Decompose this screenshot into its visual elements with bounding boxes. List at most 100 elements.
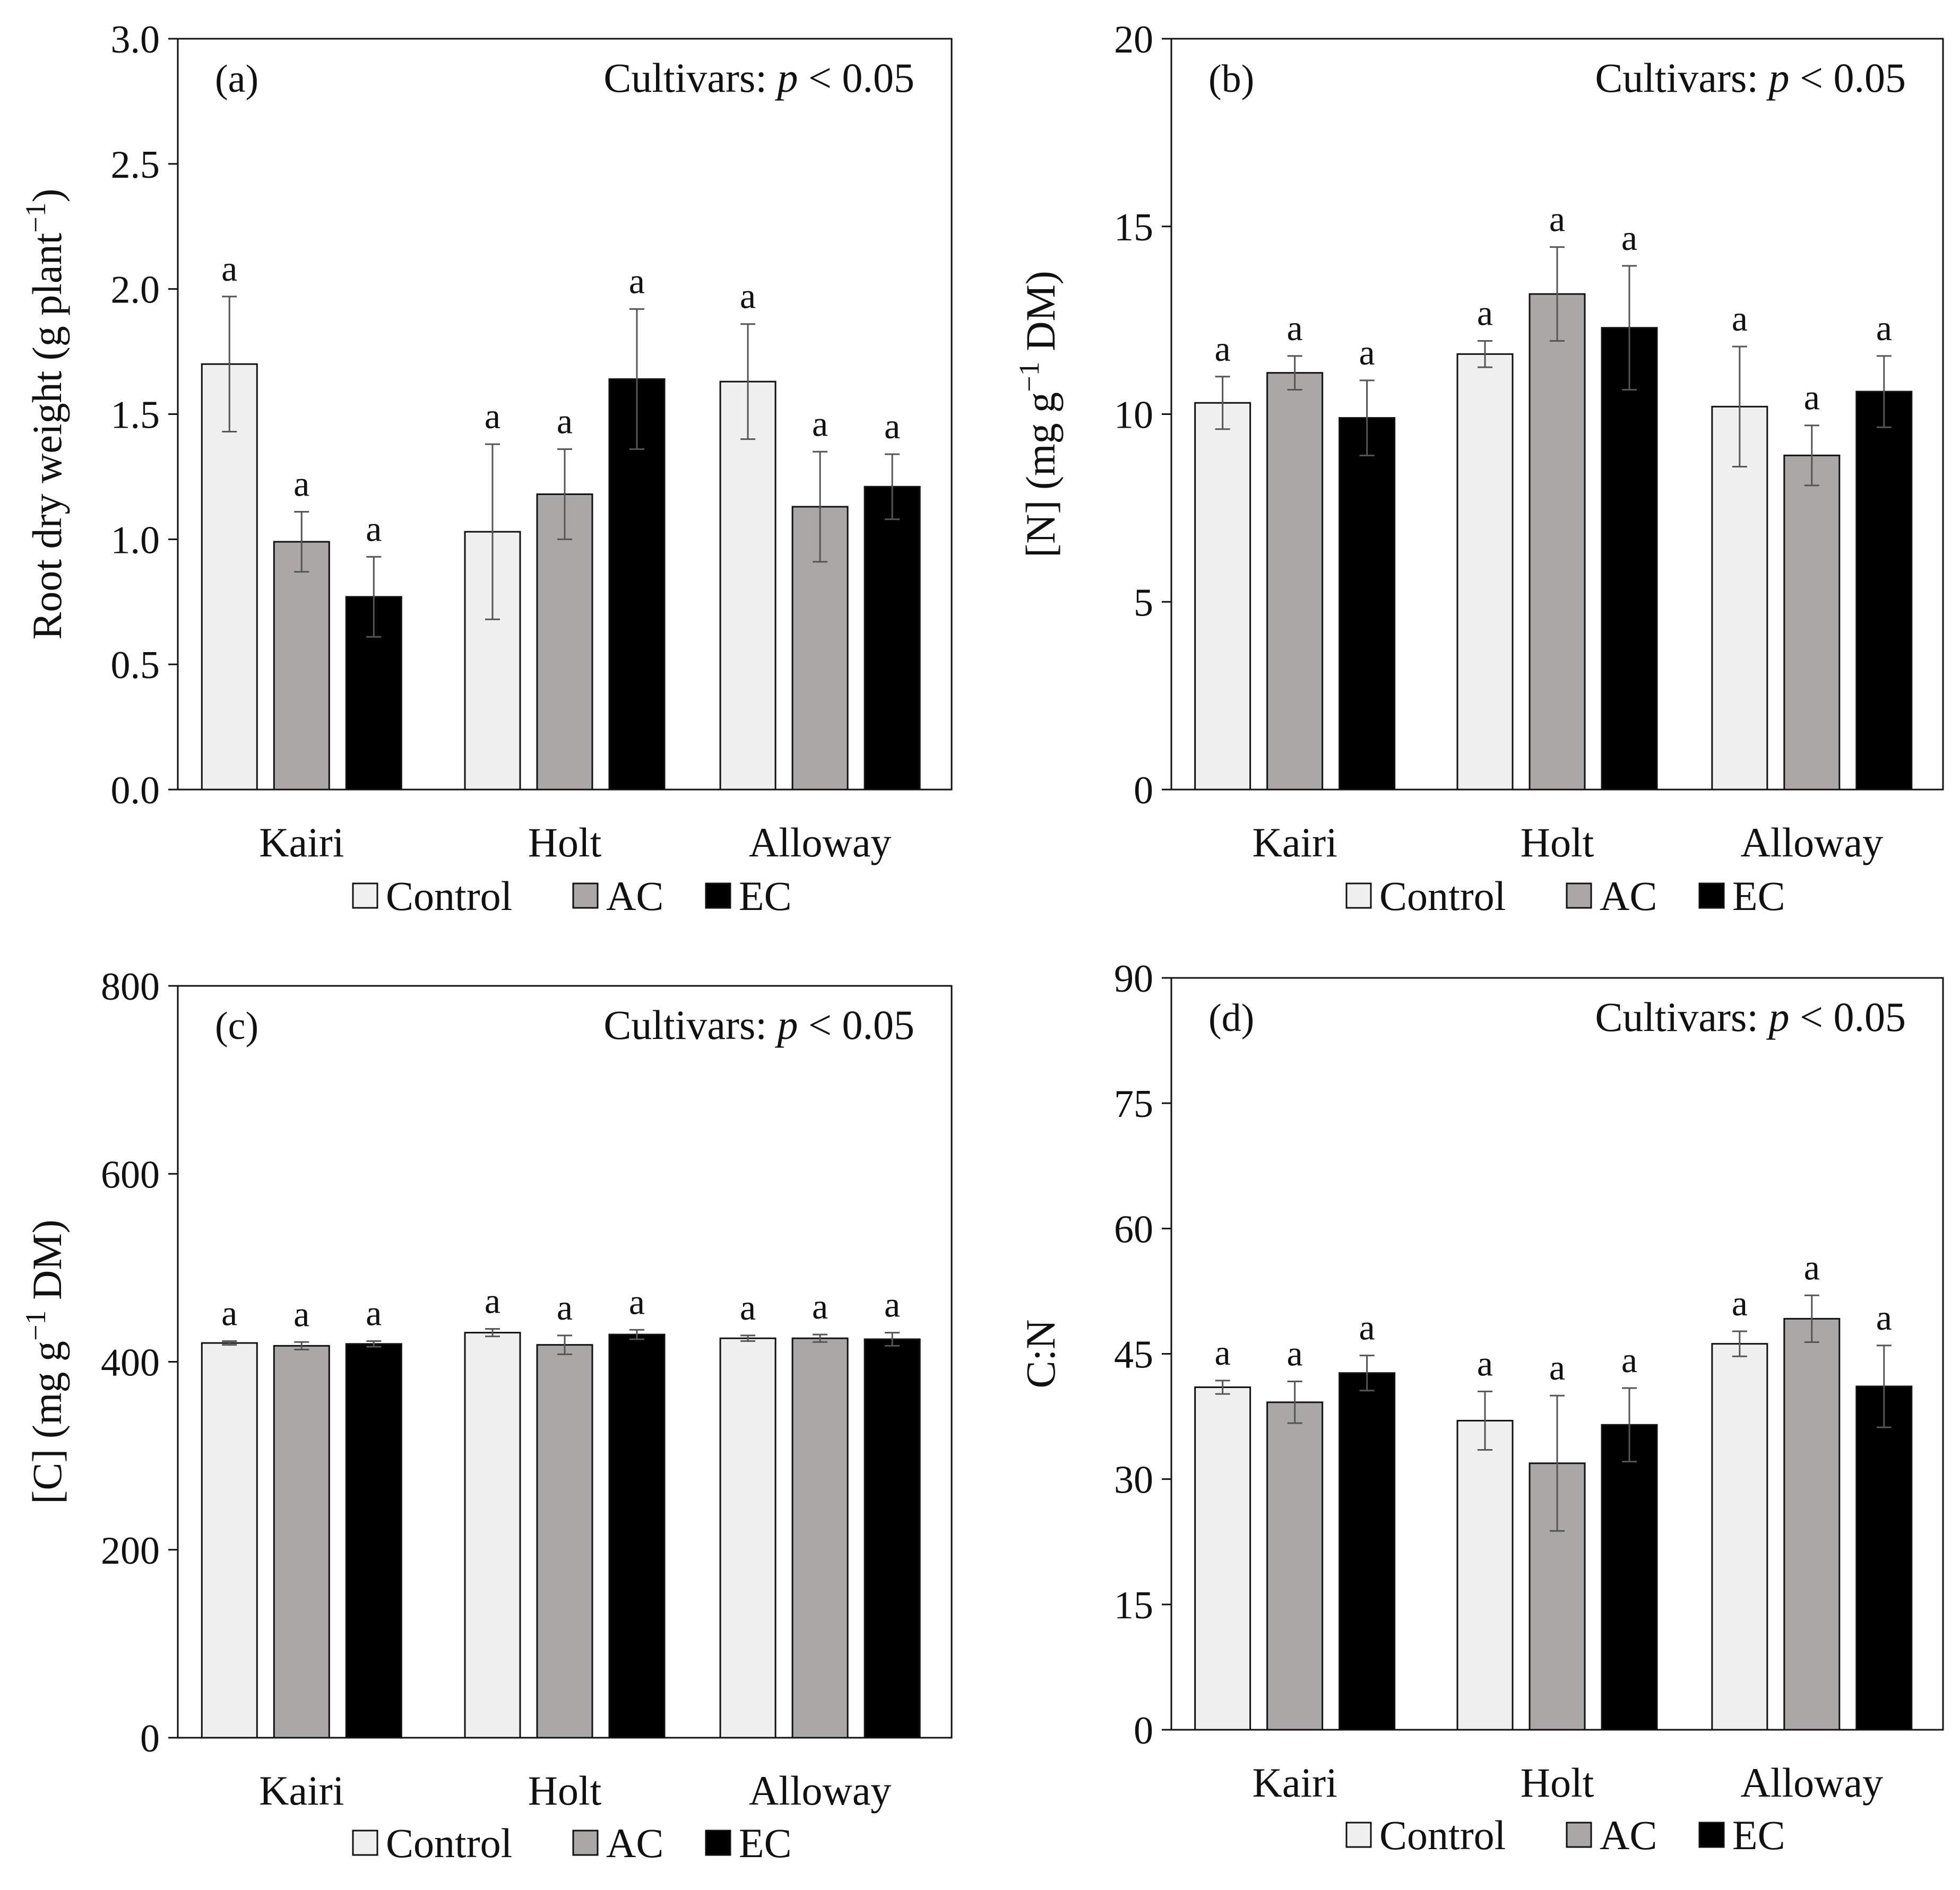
significance-letter: a (366, 508, 382, 549)
y-tick-label: 90 (1114, 957, 1153, 1001)
significance-letter: a (1549, 1347, 1565, 1388)
legend-swatch-ac (1566, 1822, 1592, 1848)
significance-letter: a (1621, 1340, 1637, 1380)
bar-control-kairi (1194, 402, 1251, 791)
bar-ac-kairi (273, 1345, 330, 1739)
significance-letter: a (293, 463, 309, 504)
bar-ec-alloway (864, 1338, 921, 1739)
significance-letter: a (1359, 1307, 1375, 1348)
bar-ac-alloway (1783, 1317, 1841, 1731)
bar-control-kairi (201, 363, 258, 791)
significance-letter: a (1215, 1332, 1231, 1373)
y-tick-label: 2.0 (111, 268, 160, 312)
significance-letter: a (1732, 1283, 1748, 1323)
stat-note: Cultivars: p < 0.05 (603, 55, 914, 101)
legend-label-ec: EC (1732, 873, 1785, 919)
significance-letter: a (1477, 293, 1493, 333)
y-tick-label: 200 (101, 1529, 160, 1573)
significance-letter: a (884, 406, 900, 446)
bar-control-holt (1456, 1419, 1514, 1731)
legend: Control AC EC (352, 1820, 792, 1866)
legend-label-control: Control (386, 1820, 512, 1866)
legend-label-ec: EC (1732, 1812, 1785, 1858)
stat-note: Cultivars: p < 0.05 (1595, 55, 1906, 101)
bar-ec-kairi (345, 1343, 402, 1739)
significance-letter: a (740, 276, 756, 316)
legend-label-ec: EC (739, 1820, 792, 1866)
y-tick-label: 800 (101, 965, 160, 1009)
significance-letter: a (1804, 377, 1820, 418)
panel-a: 0.0 0.5 1.0 1.5 2.0 2.5 3.0 Root dry weight (g … (20, 18, 953, 919)
legend-label-control: Control (386, 873, 512, 919)
significance-letter: a (629, 1281, 645, 1322)
bar-control-holt (1456, 353, 1514, 791)
legend-swatch-ac (1566, 882, 1592, 909)
significance-letter: a (629, 261, 645, 301)
legend-label-ac: AC (606, 1820, 663, 1866)
legend-swatch-ec (1698, 882, 1725, 909)
y-tick-label: 20 (1114, 18, 1153, 62)
bar-ec-alloway (1855, 1385, 1913, 1731)
legend-swatch-control (352, 1830, 378, 1856)
y-tick-label: 1.5 (111, 394, 160, 437)
panel-tag: (b) (1208, 57, 1254, 101)
significance-letter: a (812, 1286, 828, 1327)
legend-label-ec: EC (739, 873, 792, 919)
significance-letter: a (1215, 328, 1231, 369)
panel-b: 0 5 10 15 20 [N] (mg g−1 DM) (b) Cultivars: p <… (1013, 18, 1944, 919)
bar-control-kairi (201, 1342, 258, 1739)
y-tick-label: 15 (1114, 206, 1153, 249)
significance-letter: a (293, 1294, 309, 1334)
significance-letter: a (366, 1293, 382, 1333)
x-category-label: Holt (1521, 819, 1594, 865)
bar-control-kairi (1194, 1386, 1251, 1731)
legend-label-ac: AC (606, 873, 663, 919)
y-tick-label: 5 (1134, 581, 1153, 625)
legend-label-ac: AC (1600, 1812, 1657, 1858)
legend: Control AC EC (1345, 1812, 1785, 1858)
panel-d: 0 15 30 45 60 75 90 C:N (d) Cultivars: p < 0.05 a a… (1017, 957, 1944, 1858)
bar-ac-kairi (273, 541, 330, 791)
panel-tag: (d) (1208, 996, 1254, 1040)
bar-control-alloway (719, 1337, 776, 1739)
legend-swatch-ec (705, 882, 731, 909)
y-tick-label: 600 (101, 1153, 160, 1197)
significance-letter: a (1804, 1247, 1820, 1287)
y-tick-label: 75 (1114, 1082, 1153, 1126)
y-tick-label: 3.0 (111, 18, 160, 62)
bar-ac-holt (1529, 293, 1586, 791)
y-tick-label: 10 (1114, 394, 1153, 437)
y-tick-label: 400 (101, 1341, 160, 1385)
bar-control-alloway (1711, 405, 1768, 791)
significance-letter: a (740, 1287, 756, 1328)
legend-swatch-control (352, 882, 378, 909)
y-tick-label: 0.5 (111, 644, 160, 687)
bar-control-alloway (719, 380, 776, 791)
significance-letter: a (1732, 298, 1748, 339)
y-tick-label: 60 (1114, 1208, 1153, 1251)
bar-ec-alloway (1855, 391, 1913, 791)
significance-letter: a (1287, 308, 1303, 348)
x-category-label: Kairi (259, 819, 344, 865)
x-category-label: Alloway (749, 819, 892, 865)
bar-ac-holt (536, 493, 593, 791)
significance-letter: a (221, 248, 237, 289)
legend-swatch-ec (705, 1830, 731, 1856)
y-axis-title: [C] (mg g−1 DM) (20, 1219, 70, 1504)
y-tick-label: 0.0 (111, 769, 160, 812)
bar-control-holt (464, 1332, 521, 1739)
y-tick-label: 30 (1114, 1459, 1153, 1502)
legend: Control AC EC (352, 873, 792, 919)
x-category-label: Kairi (1253, 819, 1337, 865)
significance-letter: a (1359, 332, 1375, 372)
x-category-label: Alloway (1741, 1759, 1884, 1806)
significance-letter: a (1477, 1343, 1493, 1383)
legend-swatch-ec (1698, 1822, 1725, 1848)
bar-ec-kairi (345, 596, 402, 791)
significance-letter: a (485, 1281, 500, 1321)
bar-ec-kairi (1339, 417, 1396, 791)
bar-ac-kairi (1266, 372, 1324, 791)
legend-swatch-ac (572, 882, 599, 909)
significance-letter: a (1287, 1333, 1303, 1373)
x-category-label: Alloway (1741, 819, 1884, 865)
